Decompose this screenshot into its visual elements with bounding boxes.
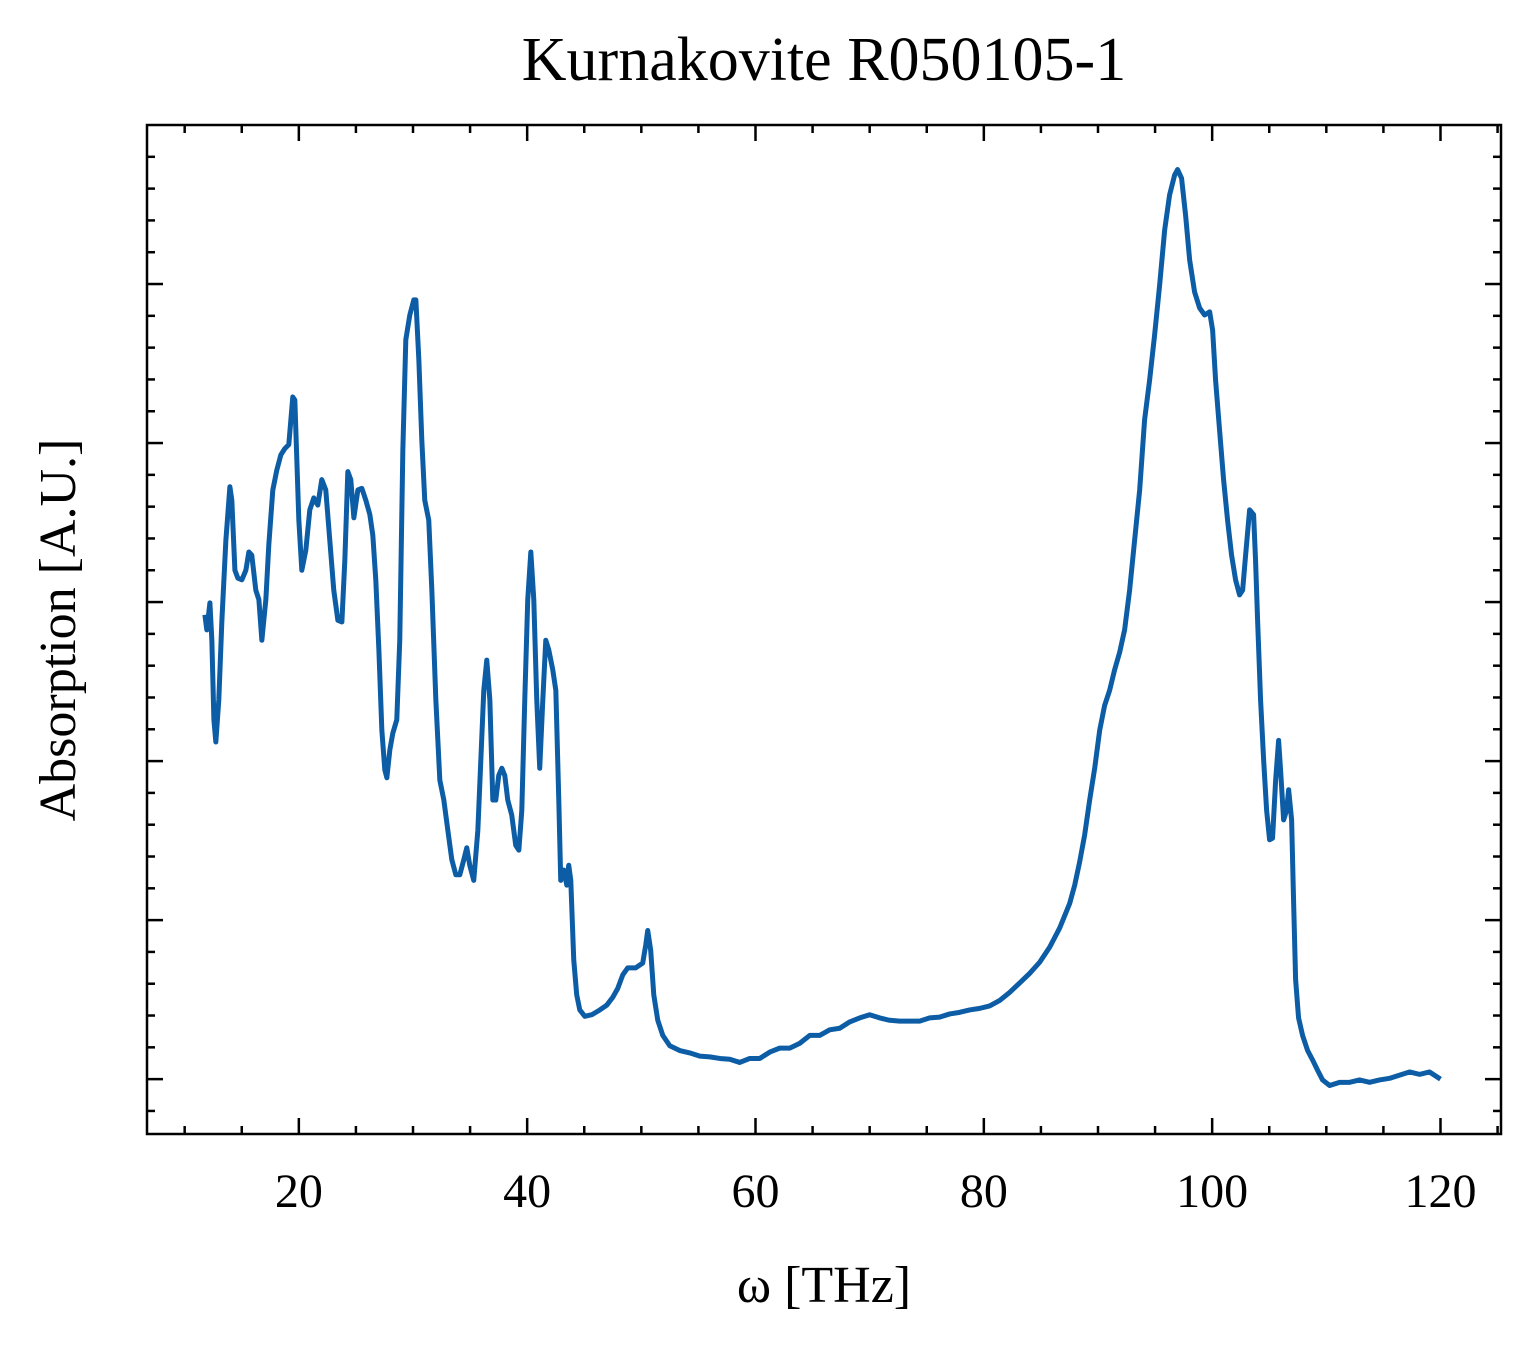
chart-title: Kurnakovite R050105-1 (522, 26, 1126, 94)
x-tick-label: 40 (503, 1165, 551, 1218)
plot-frame (145, 123, 1503, 1136)
x-tick-label: 20 (275, 1165, 323, 1218)
y-axis-label: Absorption [A.U.] (30, 439, 87, 822)
x-tick-label: 100 (1176, 1165, 1248, 1218)
x-axis-label: ω [THz] (737, 1257, 911, 1314)
spectrum-line (202, 167, 1442, 1088)
x-tick-label: 120 (1404, 1165, 1476, 1218)
x-tick-label: 80 (960, 1165, 1008, 1218)
x-tick-label: 60 (732, 1165, 780, 1218)
